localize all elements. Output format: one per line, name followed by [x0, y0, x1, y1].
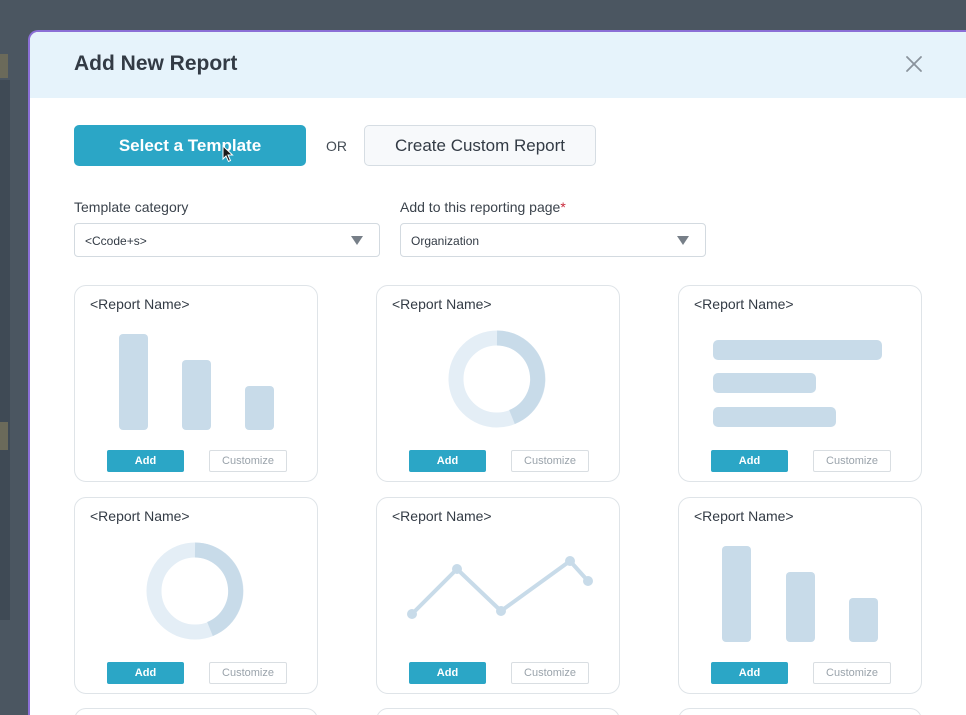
template-category-select[interactable]: <Ccode+s> [74, 223, 380, 257]
template-category-label: Template category [74, 199, 188, 215]
add-button[interactable]: Add [107, 450, 184, 472]
or-separator: OR [326, 138, 347, 154]
customize-button[interactable]: Customize [813, 450, 891, 472]
add-button[interactable]: Add [711, 450, 788, 472]
report-name: <Report Name> [392, 508, 492, 524]
reporting-page-label: Add to this reporting page* [400, 199, 566, 215]
create-custom-report-button[interactable]: Create Custom Report [364, 125, 596, 166]
customize-button[interactable]: Customize [511, 450, 589, 472]
report-template-card: <Report Name> Add Customize [74, 285, 318, 482]
chevron-down-icon [351, 236, 363, 245]
customize-button[interactable]: Customize [209, 450, 287, 472]
required-asterisk: * [560, 199, 566, 215]
report-template-card: <Report Name> Add Customize [376, 497, 620, 694]
mouse-pointer-icon [222, 145, 234, 163]
add-button[interactable]: Add [409, 662, 486, 684]
close-button[interactable] [902, 52, 926, 76]
customize-button[interactable]: Customize [209, 662, 287, 684]
report-template-card: <Report Name> Add Customize [678, 285, 922, 482]
bar-chart-icon [722, 546, 878, 642]
reporting-page-value: Organization [411, 234, 480, 248]
report-template-card: <Report Name> Add Customize [678, 497, 922, 694]
report-template-card: <Report Name> Add Customize [74, 497, 318, 694]
add-button[interactable]: Add [409, 450, 486, 472]
report-name: <Report Name> [90, 508, 190, 524]
add-button[interactable]: Add [711, 662, 788, 684]
customize-button[interactable]: Customize [813, 662, 891, 684]
donut-chart-icon [146, 542, 244, 640]
report-template-card [74, 708, 318, 715]
modal-header: Add New Report [30, 32, 966, 98]
add-report-modal: Add New Report Select a Template OR Crea… [28, 30, 966, 715]
bar-chart-icon [119, 334, 274, 430]
report-template-card: <Report Name> Add Customize [376, 285, 620, 482]
reporting-page-select[interactable]: Organization [400, 223, 706, 257]
close-icon [906, 56, 922, 72]
modal-title: Add New Report [74, 52, 238, 75]
report-template-card [678, 708, 922, 715]
customize-button[interactable]: Customize [511, 662, 589, 684]
chevron-down-icon [677, 236, 689, 245]
template-category-value: <Ccode+s> [85, 234, 147, 248]
report-name: <Report Name> [392, 296, 492, 312]
report-name: <Report Name> [694, 508, 794, 524]
background-panel-edge [0, 80, 10, 620]
report-template-card [376, 708, 620, 715]
report-name: <Report Name> [694, 296, 794, 312]
report-name: <Report Name> [90, 296, 190, 312]
donut-chart-icon [448, 330, 546, 428]
reporting-page-label-text: Add to this reporting page [400, 199, 561, 215]
background-tab-marker [0, 54, 8, 78]
template-category-label-text: Template category [74, 199, 189, 215]
select-template-button[interactable]: Select a Template [74, 125, 306, 166]
line-chart-icon [407, 556, 593, 619]
horizontal-bar-chart-icon [713, 340, 882, 427]
add-button[interactable]: Add [107, 662, 184, 684]
background-tab-marker [0, 422, 8, 450]
